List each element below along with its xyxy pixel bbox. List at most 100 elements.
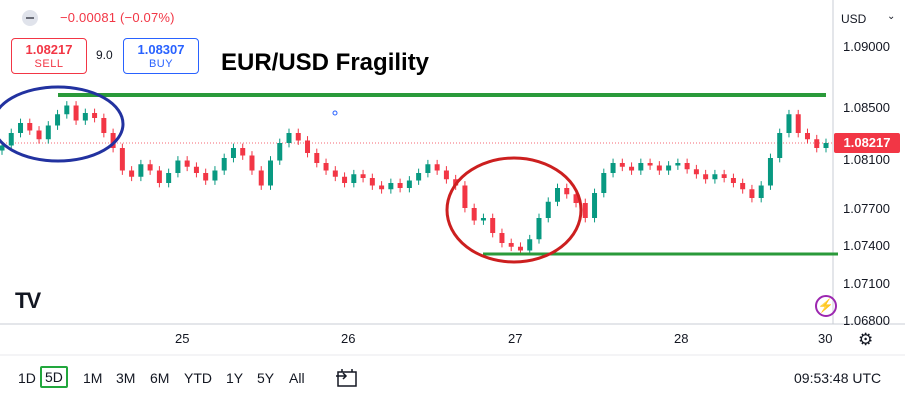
- candle: [175, 160, 181, 173]
- candle: [305, 140, 311, 153]
- candle: [721, 174, 727, 178]
- candle: [471, 208, 477, 221]
- candle: [64, 105, 70, 115]
- candle: [36, 130, 42, 140]
- gear-icon[interactable]: ⚙: [858, 330, 874, 349]
- candle: [240, 148, 246, 156]
- candle: [129, 170, 135, 177]
- range-ytd-button[interactable]: YTD: [184, 370, 212, 386]
- chart-title: EUR/USD Fragility: [221, 49, 430, 76]
- candle: [147, 164, 153, 171]
- candle: [564, 188, 570, 195]
- currency-value: USD: [841, 12, 867, 26]
- candle: [110, 133, 116, 148]
- range-3m-button[interactable]: 3M: [116, 370, 136, 386]
- candle: [527, 239, 533, 251]
- candle: [814, 139, 820, 148]
- range-1d-button[interactable]: 1D: [18, 370, 36, 386]
- candle: [499, 233, 505, 243]
- candle: [490, 218, 496, 233]
- sell-label: SELL: [34, 58, 64, 70]
- candle: [629, 166, 635, 171]
- candle: [267, 160, 273, 186]
- candle: [619, 163, 625, 167]
- candle: [221, 158, 227, 171]
- range-1m-button[interactable]: 1M: [83, 370, 103, 386]
- candle: [156, 170, 162, 183]
- candle: [823, 143, 829, 148]
- candle: [434, 164, 440, 171]
- sell-button[interactable]: 1.08217 SELL: [11, 38, 87, 74]
- time-tick: 28: [674, 331, 689, 346]
- range-5y-button[interactable]: 5Y: [257, 370, 275, 386]
- candle: [656, 165, 662, 171]
- candle: [666, 165, 672, 171]
- alert-marker: [332, 110, 338, 116]
- candle: [573, 194, 579, 203]
- candle: [73, 105, 79, 121]
- buy-button[interactable]: 1.08307 BUY: [123, 38, 199, 74]
- candle: [804, 133, 810, 140]
- candle: [740, 183, 746, 190]
- candle: [193, 166, 199, 173]
- candle: [230, 148, 236, 158]
- candle: [82, 113, 88, 121]
- range-all-button[interactable]: All: [289, 370, 305, 386]
- time-tick: 30: [818, 331, 833, 346]
- candle: [703, 174, 709, 180]
- sell-price: 1.08217: [25, 42, 73, 57]
- range-5d-button[interactable]: 5D: [40, 366, 68, 388]
- candle: [212, 170, 218, 181]
- candle: [406, 180, 412, 188]
- price-change: −0.00081 (−0.07%): [60, 10, 175, 25]
- current-price-tag: 1.08217: [834, 133, 900, 153]
- candle: [360, 174, 366, 178]
- candle: [758, 185, 764, 198]
- price-tick: 1.07400: [843, 238, 890, 253]
- candle: [314, 153, 320, 163]
- buy-price: 1.08307: [137, 42, 185, 57]
- candle: [638, 163, 644, 171]
- candle: [27, 123, 33, 131]
- candle: [786, 114, 792, 133]
- candle: [397, 183, 403, 188]
- spread-value: 9.0: [96, 48, 113, 62]
- left-circle-annotation: [0, 85, 125, 163]
- candle: [295, 133, 301, 141]
- lightning-icon[interactable]: ⚡: [815, 295, 837, 317]
- minus-icon[interactable]: [22, 10, 38, 26]
- candle: [443, 170, 449, 180]
- clock: 09:53:48 UTC: [794, 370, 882, 386]
- candle: [342, 176, 348, 183]
- price-tick: 1.06800: [843, 313, 890, 328]
- candle: [517, 246, 523, 251]
- currency-selector[interactable]: USD ⌄: [835, 6, 901, 30]
- candle: [647, 163, 653, 166]
- candle: [545, 201, 551, 218]
- candle: [18, 123, 24, 133]
- price-tick: 1.07100: [843, 276, 890, 291]
- candle: [138, 164, 144, 177]
- candle: [332, 170, 338, 177]
- candle: [425, 164, 431, 173]
- candle: [249, 155, 255, 171]
- candle: [610, 163, 616, 173]
- range-1y-button[interactable]: 1Y: [226, 370, 244, 386]
- candle: [0, 145, 5, 151]
- price-tick: 1.07700: [843, 201, 890, 216]
- candle: [101, 118, 107, 133]
- price-tick: 1.09000: [843, 39, 890, 54]
- right-circle-annotation: [445, 156, 583, 264]
- range-6m-button[interactable]: 6M: [150, 370, 170, 386]
- candle: [369, 178, 375, 186]
- compare-icon[interactable]: [336, 369, 357, 387]
- candle: [92, 113, 98, 118]
- candle: [767, 158, 773, 186]
- candle: [601, 173, 607, 193]
- candle: [462, 185, 468, 208]
- candle: [8, 133, 14, 146]
- candle: [45, 125, 51, 140]
- candle: [555, 188, 561, 202]
- buy-label: BUY: [148, 58, 174, 70]
